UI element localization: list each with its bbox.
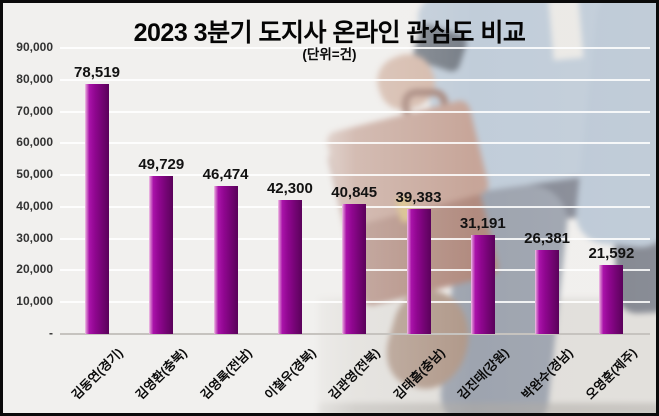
bar — [470, 234, 495, 334]
bar — [535, 250, 560, 334]
grid-line — [60, 142, 650, 145]
y-tick-label: 50,000 — [16, 167, 53, 182]
bar — [342, 204, 367, 334]
x-category-label: 김동연(경기) — [69, 345, 126, 403]
bar — [406, 208, 431, 334]
chart-unit-subtitle: (단위=건) — [302, 47, 357, 62]
bar-value-label: 42,300 — [266, 179, 313, 197]
bar — [277, 199, 302, 334]
y-tick-label: 70,000 — [16, 103, 53, 118]
y-tick-label: 90,000 — [16, 40, 53, 54]
bar — [85, 84, 109, 334]
y-tick-label: 30,000 — [16, 230, 53, 245]
y-tick-label: 10,000 — [16, 294, 53, 309]
bar — [599, 265, 624, 334]
bar — [149, 175, 174, 334]
bar-value-label: 40,845 — [331, 184, 378, 202]
y-tick-label: 20,000 — [16, 262, 53, 277]
bar-value-label: 39,383 — [395, 188, 442, 206]
bar-value-label: 31,191 — [459, 214, 506, 232]
grid-line — [60, 78, 650, 81]
bar-value-label: 26,381 — [524, 230, 571, 248]
bar-value-label: 46,474 — [202, 166, 249, 184]
bar-value-label: 78,519 — [74, 64, 120, 82]
white-wash-overlay — [3, 3, 656, 413]
bar — [213, 186, 238, 334]
y-tick-label: - — [49, 326, 53, 340]
grid-line — [60, 47, 650, 49]
plot-area: 90,000 80,000 70,000 60,000 50,000 40,000 30,0… — [3, 3, 656, 413]
grid-line — [60, 174, 650, 177]
bar-value-label: 49,729 — [138, 155, 185, 173]
y-tick-label: 60,000 — [16, 135, 53, 150]
y-tick-label: 80,000 — [16, 71, 53, 86]
y-tick-label: 40,000 — [16, 198, 53, 213]
grid-line — [60, 110, 650, 113]
bar-value-label: 21,592 — [588, 245, 635, 263]
chart-title: 2023 3분기 도지사 온라인 관심도 비교 — [133, 19, 526, 47]
x-axis-baseline — [60, 333, 650, 335]
